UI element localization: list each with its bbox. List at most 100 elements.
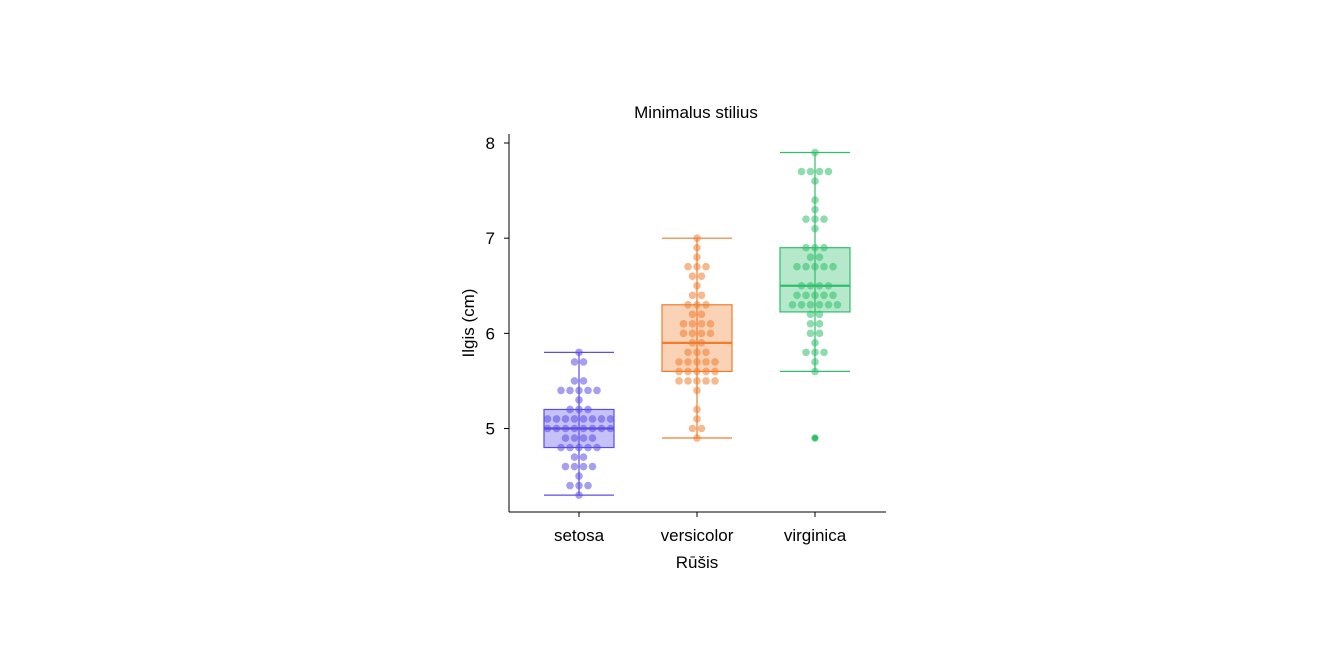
data-point [820,348,828,357]
data-point [706,320,715,328]
data-point [693,367,701,376]
data-point [579,415,588,423]
x-tick-label: versicolor [661,526,734,545]
data-point [679,320,688,328]
y-tick-label: 7 [486,229,495,248]
data-point [820,262,828,271]
data-point [675,358,683,366]
data-point [597,415,606,423]
data-point [811,339,819,347]
data-point [697,339,706,347]
data-point [606,415,615,423]
outlier-point [812,435,818,442]
data-point [797,167,806,176]
data-point [693,358,701,366]
x-tick-label: setosa [554,526,605,545]
data-point [797,300,806,309]
data-point [684,300,692,309]
x-axis-ticks: setosa versicolor virginica [554,512,847,545]
data-point [811,177,819,185]
data-point [575,405,583,414]
data-point [806,253,815,261]
data-point [579,424,588,433]
data-point [693,386,701,395]
data-point [561,462,570,471]
data-point [593,386,601,395]
data-point [702,377,710,385]
data-point [570,462,579,471]
data-point [570,453,579,461]
data-point [706,329,715,338]
data-point [802,243,810,252]
data-point [806,310,815,319]
x-axis-title: Rūšis [676,553,719,572]
data-point [552,424,561,433]
data-point [697,272,706,281]
data-point [570,434,579,442]
data-point [820,243,828,252]
data-point [579,462,588,471]
data-point [688,329,697,338]
data-point [684,348,692,357]
data-point [811,215,819,223]
data-point [688,310,697,319]
plot-area [543,148,851,499]
data-point [824,281,833,290]
data-point [693,377,701,385]
box-group-virginica [779,148,851,442]
data-point [688,320,697,328]
box-group-versicolor [661,234,733,442]
data-point [575,396,583,404]
data-point [579,434,588,442]
data-point [811,196,819,204]
data-point [806,300,815,309]
data-point [797,281,806,290]
chart-title: Minimalus stilius [634,103,758,122]
data-point [702,300,710,309]
data-point [575,443,583,452]
data-point [811,348,819,357]
data-point [811,262,819,271]
data-point [575,491,583,499]
data-point [702,348,710,357]
data-point [693,415,701,423]
data-point [815,329,824,338]
data-point [702,367,710,376]
data-point [684,367,692,376]
data-point [688,272,697,281]
data-point [711,377,719,385]
data-point [811,291,819,300]
data-point [606,424,615,433]
data-point [570,424,579,433]
y-axis-ticks: 5 6 7 8 [486,134,509,439]
data-point [811,224,819,233]
y-tick-label: 8 [486,134,495,153]
data-point [693,405,701,414]
data-point [584,386,592,395]
data-point [697,329,706,338]
data-point [802,262,810,271]
x-tick-label: virginica [784,526,847,545]
data-point [588,434,597,442]
data-point [684,358,692,366]
data-point [806,329,815,338]
data-point [693,262,701,271]
data-point [566,481,574,490]
data-point [802,348,810,357]
data-point [584,443,592,452]
data-point [702,262,710,271]
data-point [688,339,697,347]
data-point [579,377,588,385]
data-point [793,291,801,300]
data-point [684,377,692,385]
data-point [702,358,710,366]
data-point [693,253,701,261]
data-point [588,424,597,433]
data-point [806,167,815,176]
data-point [815,320,824,328]
data-point [693,434,701,442]
data-point [820,215,828,223]
data-point [575,481,583,490]
data-point [570,358,579,366]
